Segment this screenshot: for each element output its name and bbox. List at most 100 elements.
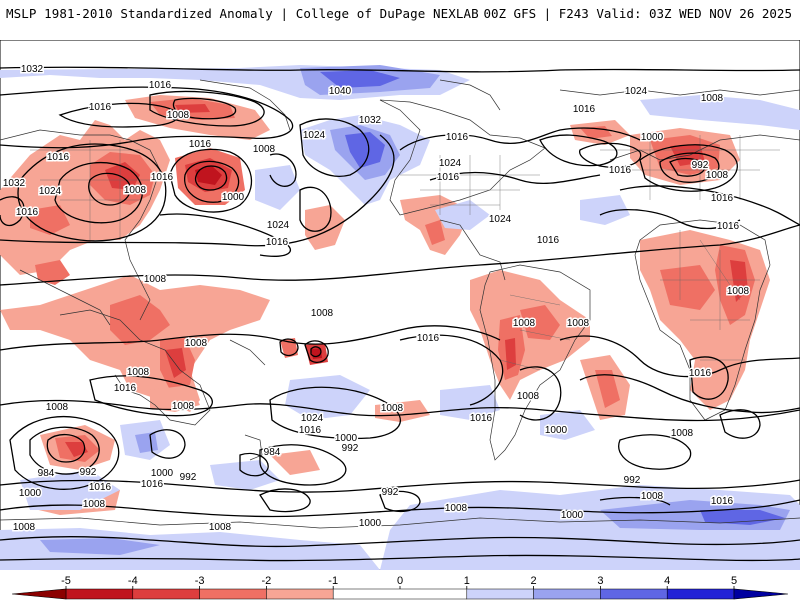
contour-label: 1016 [47, 152, 70, 163]
contour-label: 1016 [573, 104, 596, 115]
colorbar-bin [65, 588, 134, 600]
contour-label: 1008 [727, 286, 750, 297]
contour-label: 1008 [641, 491, 664, 502]
contour-label: 1016 [609, 165, 632, 176]
contour-label: 1024 [267, 220, 290, 231]
contour-label: 1024 [39, 186, 62, 197]
contour-label: 1040 [329, 86, 352, 97]
contour-label: 1000 [359, 518, 382, 529]
colorbar-tick-label: -4 [128, 575, 138, 587]
colorbar-tick-label: 5 [731, 575, 737, 587]
colorbar-bin [600, 588, 668, 600]
contour-label: 1008 [144, 274, 167, 285]
contour-label: 1016 [689, 368, 712, 379]
colorbar-left-arrow [11, 588, 67, 600]
contour-label: 1016 [437, 172, 460, 183]
contour-label: 1008 [167, 110, 190, 121]
isobars [0, 66, 800, 562]
contour-label: 1016 [711, 496, 734, 507]
coastlines [0, 79, 800, 529]
colorbar-tick-label: -1 [328, 575, 338, 587]
contour-label: 1008 [311, 308, 334, 319]
contour-label: 1016 [149, 80, 172, 91]
contour-label: 1016 [89, 482, 112, 493]
colorbar-tick-label: 2 [531, 575, 537, 587]
contour-label: 1016 [299, 425, 322, 436]
contour-label: 1024 [489, 214, 512, 225]
contour-label: 1016 [537, 235, 560, 246]
contour-label: 1016 [417, 333, 440, 344]
contour-label: 1008 [13, 522, 36, 533]
contour-label: 1008 [517, 391, 540, 402]
contour-label: 1016 [446, 132, 469, 143]
contour-label: 1016 [717, 221, 740, 232]
contour-labels: 1032 1016 1016 1008 1016 1008 1032 1024 … [1, 63, 751, 535]
colorbar-bin [666, 588, 735, 600]
contour-label: 1008 [701, 93, 724, 104]
colorbar-bin [199, 588, 267, 600]
contour-label: 1016 [711, 193, 734, 204]
contour-label: 1008 [127, 367, 150, 378]
contour-label: 992 [692, 160, 709, 171]
negative-anomaly-shading [0, 95, 770, 515]
contour-label: 1008 [185, 338, 208, 349]
colorbar-bins [65, 588, 735, 600]
contour-label: 1008 [381, 403, 404, 414]
contour-label: 984 [38, 468, 55, 479]
contour-label: 1008 [172, 401, 195, 412]
colorbar-right-arrow [733, 588, 789, 600]
contour-label: 1000 [545, 425, 568, 436]
colorbar-tick-label: 4 [664, 575, 670, 587]
chart-title: MSLP 1981-2010 Standardized Anomaly | Co… [6, 6, 479, 21]
contour-label: 1008 [513, 318, 536, 329]
contour-label: 1008 [46, 402, 69, 413]
contour-label: 1032 [3, 178, 26, 189]
contour-label: 1016 [114, 383, 137, 394]
colorbar-bin [132, 588, 200, 600]
contour-label: 1016 [470, 413, 493, 424]
contour-label: 992 [80, 467, 97, 478]
contour-label: 1000 [561, 510, 584, 521]
mslp-anomaly-map: 1032 1016 1016 1008 1016 1008 1032 1024 … [0, 40, 800, 570]
contour-label: 1008 [445, 503, 468, 514]
colorbar-tick-label: -5 [61, 575, 71, 587]
contour-label: 1016 [89, 102, 112, 113]
contour-label: 1016 [189, 139, 212, 150]
contour-label: 992 [382, 487, 399, 498]
contour-label: 1000 [19, 488, 42, 499]
contour-label: 1024 [625, 86, 648, 97]
contour-label: 1008 [209, 522, 232, 533]
colorbar: -5 -4 -3 -2 -1 0 1 2 3 4 5 [11, 575, 789, 600]
contour-label: 1024 [439, 158, 462, 169]
contour-label: 1008 [706, 170, 729, 181]
positive-anomaly-shading [0, 65, 800, 570]
borders [30, 135, 780, 371]
contour-label: 992 [624, 475, 641, 486]
colorbar-tick-label: 1 [464, 575, 470, 587]
colorbar-tick-label: -2 [262, 575, 272, 587]
colorbar-tick-label: -3 [195, 575, 205, 587]
contour-label: 1032 [21, 64, 44, 75]
colorbar-bin [533, 588, 601, 600]
contour-label: 1000 [335, 433, 358, 444]
model-run-label: 00Z GFS | F243 Valid: 03Z WED NOV 26 202… [483, 6, 792, 21]
contour-label: 1024 [301, 413, 324, 424]
colorbar-bin [466, 588, 534, 600]
contour-label: 1016 [16, 207, 39, 218]
contour-label: 1000 [222, 192, 245, 203]
contour-label: 1008 [567, 318, 590, 329]
colorbar-tick-label: 3 [597, 575, 603, 587]
contour-label: 1016 [266, 237, 289, 248]
contour-label: 1008 [83, 499, 106, 510]
colorbar-bin [332, 588, 468, 600]
contour-label: 992 [180, 472, 197, 483]
contour-label: 1032 [359, 115, 382, 126]
contour-label: 992 [342, 443, 359, 454]
contour-label: 1008 [124, 185, 147, 196]
contour-label: 1016 [151, 172, 174, 183]
colorbar-bin [266, 588, 334, 600]
contour-label: 1000 [641, 132, 664, 143]
contour-label: 984 [264, 447, 281, 458]
colorbar-tick-label: 0 [397, 575, 403, 587]
contour-label: 1000 [151, 468, 174, 479]
